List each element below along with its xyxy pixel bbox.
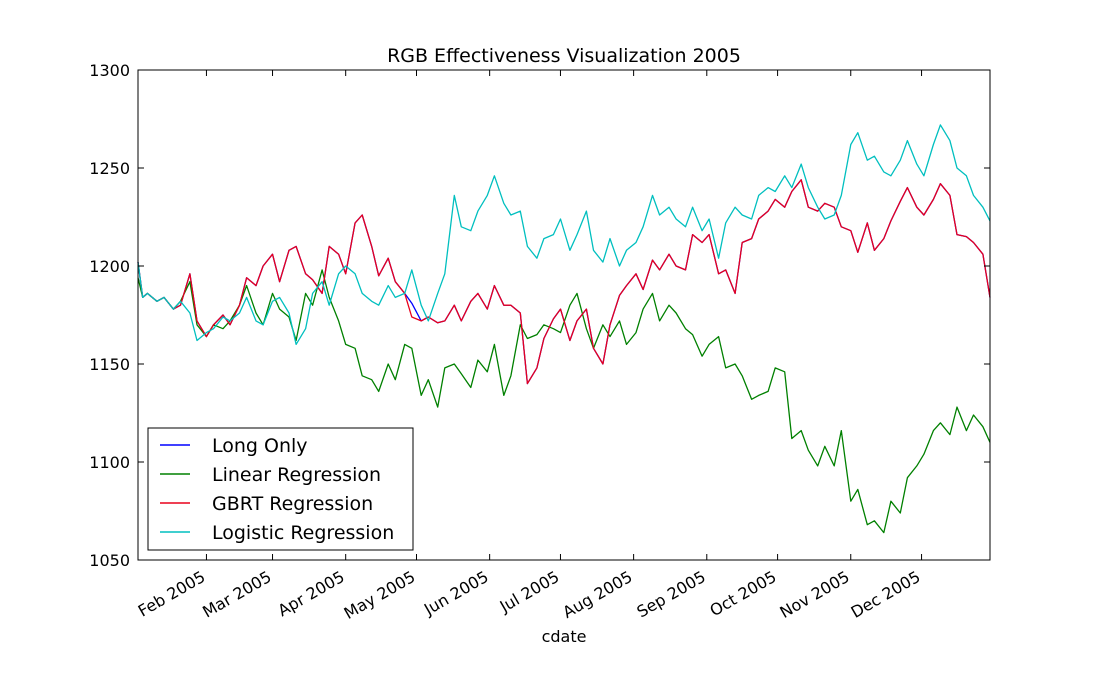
legend-label: GBRT Regression	[212, 493, 373, 515]
x-axis-label: cdate	[542, 627, 587, 646]
plot-frame	[137, 69, 991, 561]
y-tick-label: 1100	[89, 453, 130, 472]
legend-label: Linear Regression	[212, 464, 381, 486]
y-tick-label: 1150	[89, 355, 130, 374]
legend-label: Logistic Regression	[212, 522, 394, 544]
y-tick-label: 1050	[89, 551, 130, 570]
y-axis: 1050 1100 1150 1200 1250 1300	[89, 61, 990, 570]
legend-label: Long Only	[212, 435, 308, 457]
legend-box	[147, 427, 414, 551]
series-line-linear-regression	[137, 269, 991, 534]
y-tick-label: 1200	[89, 257, 130, 276]
series-line-logistic-regression	[137, 124, 991, 346]
y-tick-label: 1250	[89, 159, 130, 178]
chart-title: RGB Effectiveness Visualization 2005	[387, 45, 741, 67]
series-layer	[137, 124, 991, 534]
legend: Long Only Linear Regression GBRT Regressio…	[147, 427, 414, 551]
y-tick-label: 1300	[89, 61, 130, 80]
series-line-gbrt-regression	[137, 179, 991, 385]
